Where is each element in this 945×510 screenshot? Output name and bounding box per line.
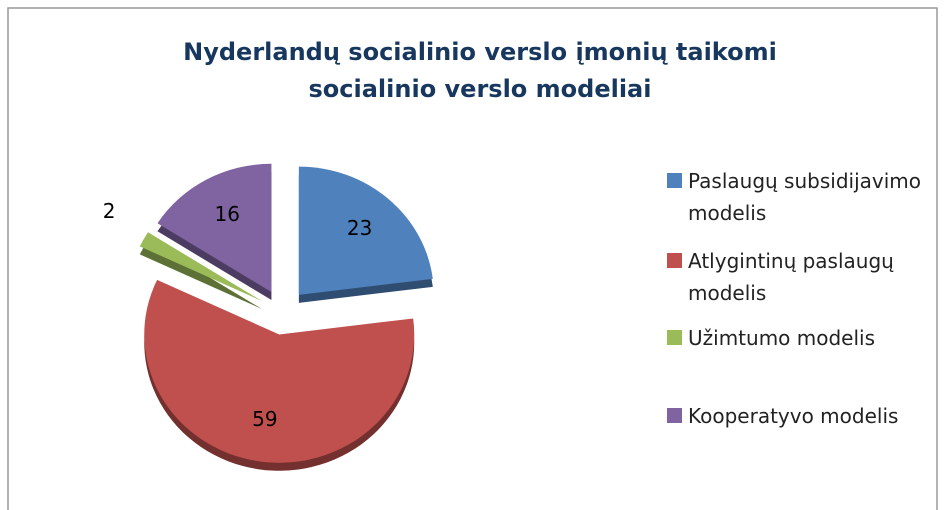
data-label: 59 <box>252 407 277 431</box>
legend-item: Kooperatyvo modelis <box>667 400 938 432</box>
data-label: 16 <box>214 202 239 226</box>
legend-label: Užimtumo modelis <box>688 326 876 350</box>
legend-swatch <box>667 253 682 268</box>
legend-swatch <box>667 408 682 423</box>
slice <box>157 163 272 293</box>
chart-frame <box>7 7 938 510</box>
data-label: 2 <box>103 199 116 223</box>
legend-swatch <box>667 330 682 345</box>
slice <box>139 232 262 302</box>
legend-item: Paslaugų subsidijavimo modelis <box>667 165 938 229</box>
legend-label: Atlygintinų paslaugų modelis <box>688 249 894 305</box>
legend-item: Užimtumo modelis <box>667 322 938 354</box>
chart-title: Nyderlandų socialinio verslo įmonių taik… <box>183 38 777 103</box>
slice <box>144 279 415 463</box>
data-label: 23 <box>347 216 372 240</box>
legend-label: Kooperatyvo modelis <box>688 404 899 428</box>
legend-item: Atlygintinų paslaugų modelis <box>667 245 938 309</box>
slice <box>298 166 433 295</box>
legend-swatch <box>667 173 682 188</box>
legend-label: Paslaugų subsidijavimo modelis <box>688 169 921 225</box>
